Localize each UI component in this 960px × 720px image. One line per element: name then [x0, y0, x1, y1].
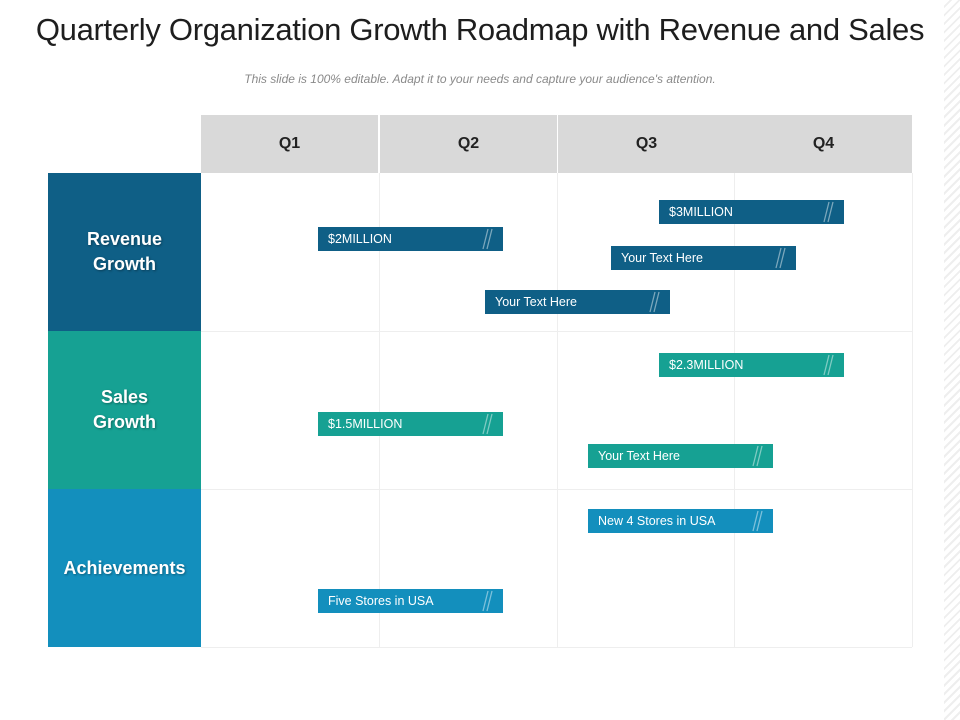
grid-line: [379, 173, 380, 647]
grid-line: [201, 647, 912, 648]
page-title: Quarterly Organization Growth Roadmap wi…: [35, 12, 925, 47]
achievement-bar: Five Stores in USA: [318, 589, 503, 613]
grid-line: [201, 489, 912, 490]
row-label-revenue-growth: Revenue Growth: [48, 173, 201, 331]
slash-decoration: [770, 246, 786, 270]
decorative-edge-stripes: [944, 0, 960, 720]
row-label-achievements: Achievements: [48, 489, 201, 647]
row-label-text: Revenue Growth: [86, 229, 163, 274]
slash-decoration: [818, 353, 834, 377]
slash-decoration: [747, 509, 763, 533]
bar-label: $2.3MILLION: [669, 358, 744, 372]
grid-line: [734, 173, 735, 647]
slash-decoration: [477, 589, 493, 613]
bar-label: New 4 Stores in USA: [598, 514, 716, 528]
slash-decoration: [477, 412, 493, 436]
row-label-text: Sales Growth: [93, 387, 156, 432]
sales-bar: $2.3MILLION: [659, 353, 844, 377]
slash-decoration: [818, 200, 834, 224]
slash-decoration: [477, 227, 493, 251]
grid-line: [912, 173, 913, 647]
bar-label: $2MILLION: [328, 232, 392, 246]
row-label-text: Achievements: [63, 557, 186, 578]
sales-bar: Your Text Here: [588, 444, 773, 468]
bar-label: Your Text Here: [598, 449, 680, 463]
revenue-bar: Your Text Here: [611, 246, 796, 270]
grid-line: [201, 331, 912, 332]
achievement-bar: New 4 Stores in USA: [588, 509, 773, 533]
slash-decoration: [644, 290, 660, 314]
revenue-bar: $2MILLION: [318, 227, 503, 251]
revenue-bar: Your Text Here: [485, 290, 670, 314]
grid-line: [557, 173, 558, 647]
row-label-sales-growth: Sales Growth: [48, 331, 201, 489]
page-subtitle: This slide is 100% editable. Adapt it to…: [244, 72, 716, 86]
bar-label: Your Text Here: [621, 251, 703, 265]
column-header-q3: Q3: [558, 115, 735, 173]
column-header-q1: Q1: [201, 115, 378, 173]
bar-label: Five Stores in USA: [328, 594, 434, 608]
bar-label: $1.5MILLION: [328, 417, 403, 431]
sales-bar: $1.5MILLION: [318, 412, 503, 436]
column-header-q4: Q4: [735, 115, 912, 173]
column-header-q2: Q2: [380, 115, 557, 173]
revenue-bar: $3MILLION: [659, 200, 844, 224]
bar-label: $3MILLION: [669, 205, 733, 219]
bar-label: Your Text Here: [495, 295, 577, 309]
slash-decoration: [747, 444, 763, 468]
